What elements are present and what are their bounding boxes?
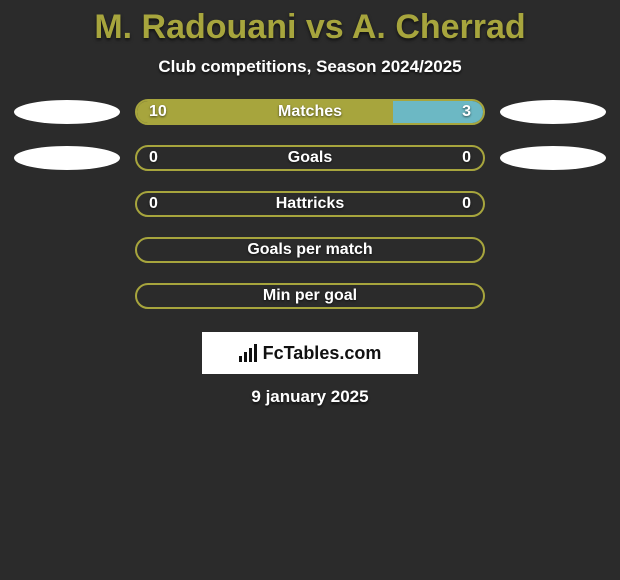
- stat-bar: Goals per match: [135, 237, 485, 263]
- bar-chart-icon: [239, 344, 257, 362]
- stat-right-value: 0: [462, 149, 471, 167]
- attribution-text: FcTables.com: [263, 343, 382, 364]
- player-right-marker: [500, 100, 606, 124]
- stat-label: Goals per match: [247, 241, 372, 259]
- stat-left-value: 0: [149, 195, 158, 213]
- stat-bar: 0 0 Goals: [135, 145, 485, 171]
- stat-right-value: 3: [462, 103, 471, 121]
- comparison-row: 0 0 Hattricks: [8, 191, 612, 217]
- stat-label: Hattricks: [276, 195, 344, 213]
- stat-label: Min per goal: [263, 287, 357, 305]
- comparison-row: Goals per match: [8, 237, 612, 263]
- comparison-row: 10 3 Matches: [8, 99, 612, 125]
- page-subtitle: Club competitions, Season 2024/2025: [0, 57, 620, 77]
- stat-bar: 0 0 Hattricks: [135, 191, 485, 217]
- stat-label: Matches: [278, 103, 342, 121]
- comparison-rows: 10 3 Matches 0 0 Goals 0 0 Hattricks Goals per ma…: [0, 99, 620, 309]
- stat-bar-left-fill: [137, 101, 393, 123]
- page-title: M. Radouani vs A. Cherrad: [0, 8, 620, 47]
- player-right-marker: [500, 146, 606, 170]
- attribution-badge: FcTables.com: [201, 331, 419, 375]
- comparison-card: M. Radouani vs A. Cherrad Club competiti…: [0, 0, 620, 580]
- stat-label: Goals: [288, 149, 332, 167]
- report-date: 9 january 2025: [0, 387, 620, 407]
- stat-bar: 10 3 Matches: [135, 99, 485, 125]
- stat-left-value: 0: [149, 149, 158, 167]
- stat-right-value: 0: [462, 195, 471, 213]
- player-left-marker: [14, 100, 120, 124]
- stat-left-value: 10: [149, 103, 167, 121]
- comparison-row: Min per goal: [8, 283, 612, 309]
- player-left-marker: [14, 146, 120, 170]
- stat-bar: Min per goal: [135, 283, 485, 309]
- comparison-row: 0 0 Goals: [8, 145, 612, 171]
